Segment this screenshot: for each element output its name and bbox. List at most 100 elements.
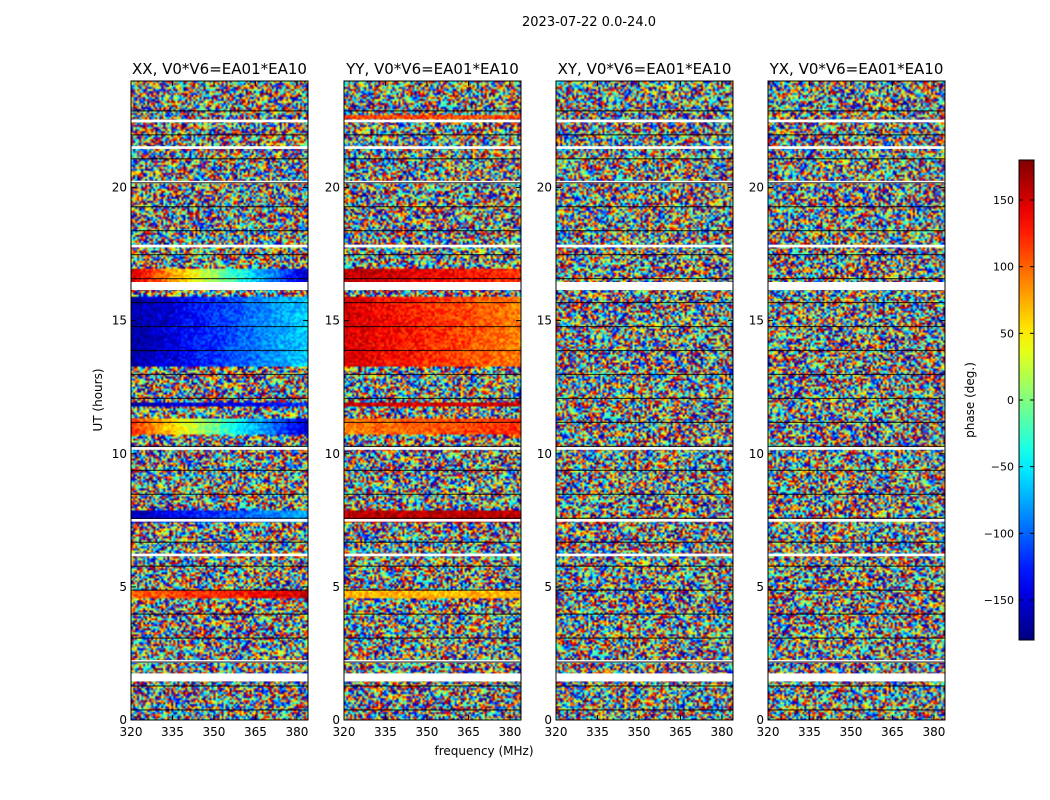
scan-separator <box>768 709 945 711</box>
colorbar-tick-label: −150 <box>984 594 1014 607</box>
scan-separator <box>131 421 308 423</box>
flagged-band <box>768 282 945 291</box>
panel-title: XX, V0*V6=EA01*EA10 <box>132 60 307 78</box>
y-tick-label: 5 <box>332 580 340 594</box>
scan-separator <box>131 278 308 280</box>
scan-separator <box>556 565 733 567</box>
flagged-band <box>344 673 521 682</box>
x-tick-label: 380 <box>922 725 945 739</box>
phase-heatmap <box>768 81 945 720</box>
scan-separator <box>344 709 521 711</box>
scan-separator <box>768 565 945 567</box>
scan-separator <box>556 349 733 352</box>
phase-heatmap <box>556 81 733 720</box>
panel-1: XX, V0*V6=EA01*EA10 320 335 350 365 380 0 5 10 15… <box>112 60 309 739</box>
x-tick-label: 335 <box>374 725 397 739</box>
scan-separator <box>556 661 733 663</box>
y-tick-label: 20 <box>325 181 340 195</box>
scan-separator <box>768 134 945 136</box>
flagged-band <box>344 447 521 450</box>
scan-separator <box>768 182 945 184</box>
scan-separator <box>344 565 521 567</box>
x-tick-label: 335 <box>161 725 184 739</box>
axes-frame <box>343 80 522 721</box>
flagged-band <box>768 119 945 123</box>
flagged-band <box>131 447 308 450</box>
x-tick-label: 380 <box>710 725 733 739</box>
scan-separator <box>768 517 945 519</box>
scan-separator <box>131 254 308 256</box>
y-tick-label: 10 <box>112 447 127 461</box>
flagged-band <box>768 244 945 248</box>
scan-separator <box>556 541 733 543</box>
scan-separator <box>131 661 308 663</box>
scan-separator <box>131 158 308 160</box>
scan-separator <box>556 709 733 711</box>
axes-frame <box>555 80 734 721</box>
colorbar-tick-label: 0 <box>1007 394 1014 407</box>
scan-separator <box>131 589 308 591</box>
scan-separator <box>768 349 945 352</box>
scan-separator <box>131 110 308 112</box>
scan-separator <box>556 613 733 615</box>
x-tick-label: 350 <box>840 725 863 739</box>
scan-separator <box>556 230 733 232</box>
axes-frame <box>130 80 309 721</box>
y-tick-label: 0 <box>332 713 340 727</box>
flagged-band <box>131 119 308 123</box>
flagged-band <box>556 447 733 450</box>
scan-separator <box>344 445 521 447</box>
flagged-band <box>768 553 945 557</box>
x-axis-label: frequency (MHz) <box>434 744 533 758</box>
figure-suptitle: 2023-07-22 0.0-24.0 <box>522 15 656 30</box>
colorbar-label: phase (deg.) <box>963 362 977 438</box>
scan-separator <box>556 182 733 184</box>
y-tick-label: 20 <box>112 181 127 195</box>
flagged-band <box>768 146 945 149</box>
flagged-band <box>131 553 308 557</box>
scan-separator <box>768 445 945 447</box>
scan-separator <box>131 541 308 543</box>
scan-separator <box>768 397 945 400</box>
y-tick-label: 0 <box>756 713 764 727</box>
scan-separator <box>344 397 521 400</box>
scan-separator <box>556 637 733 639</box>
y-tick-label: 0 <box>119 713 127 727</box>
flagged-band <box>768 447 945 450</box>
flagged-band <box>344 282 521 291</box>
scan-separator <box>768 685 945 687</box>
x-tick-label: 320 <box>545 725 568 739</box>
phase-heatmap <box>344 81 521 720</box>
flagged-band <box>131 673 308 682</box>
scan-separator <box>556 517 733 519</box>
scan-separator <box>556 469 733 471</box>
scan-separator <box>344 158 521 160</box>
scan-separator <box>344 589 521 591</box>
x-tick-label: 335 <box>586 725 609 739</box>
scan-separator <box>131 493 308 495</box>
flagged-band <box>768 673 945 682</box>
flagged-band <box>344 244 521 248</box>
y-axis-label: UT (hours) <box>91 368 105 431</box>
scan-separator <box>344 637 521 639</box>
scan-separator <box>768 110 945 112</box>
scan-separator <box>556 325 733 328</box>
scan-separator <box>131 565 308 567</box>
scan-separator <box>131 445 308 447</box>
scan-separator <box>556 278 733 280</box>
flagged-band <box>556 673 733 682</box>
scan-separator <box>556 110 733 112</box>
flagged-band <box>344 146 521 149</box>
scan-separator <box>556 493 733 495</box>
panel-4: YX, V0*V6=EA01*EA10 320 335 350 365 380 0 5 10 15… <box>749 60 946 739</box>
scan-separator <box>344 254 521 256</box>
scan-separator <box>768 661 945 663</box>
colorbar-tick-label: −100 <box>984 527 1014 540</box>
x-tick-label: 320 <box>333 725 356 739</box>
scan-separator <box>344 278 521 280</box>
scan-separator <box>768 278 945 280</box>
scan-separator <box>344 230 521 232</box>
flagged-band <box>556 244 733 248</box>
x-tick-label: 380 <box>498 725 521 739</box>
